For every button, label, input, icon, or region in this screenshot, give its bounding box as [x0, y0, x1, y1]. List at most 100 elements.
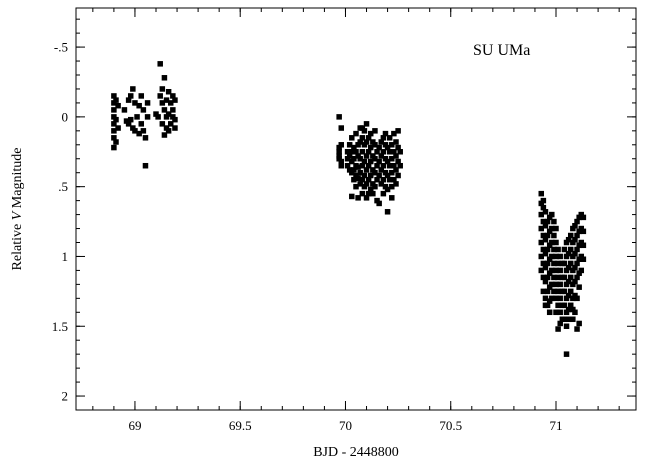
- data-point: [549, 253, 555, 260]
- data-point: [370, 181, 376, 187]
- data-point: [170, 114, 176, 120]
- data-point: [355, 142, 361, 148]
- data-point: [355, 195, 361, 201]
- data-point: [386, 135, 393, 141]
- data-point: [140, 128, 147, 134]
- data-point: [540, 232, 547, 239]
- chart-annotation: SU UMa: [473, 42, 530, 59]
- data-point: [111, 107, 117, 113]
- data-point: [111, 128, 117, 134]
- data-point: [365, 149, 372, 155]
- data-point: [549, 211, 555, 218]
- x-tick-label: 70.5: [439, 418, 462, 433]
- data-point: [393, 153, 399, 159]
- data-point: [393, 181, 399, 187]
- data-point: [565, 292, 572, 299]
- data-point: [578, 225, 585, 232]
- data-point: [111, 121, 117, 127]
- data-point: [355, 175, 361, 182]
- data-point: [351, 176, 357, 183]
- data-point: [557, 267, 563, 274]
- data-point: [132, 100, 138, 106]
- data-point: [376, 158, 382, 165]
- data-point: [344, 156, 351, 162]
- data-point: [540, 260, 547, 267]
- data-point: [561, 260, 568, 267]
- data-point: [372, 156, 378, 162]
- data-point: [136, 130, 142, 137]
- data-point: [351, 156, 357, 162]
- data-point: [167, 121, 174, 127]
- data-point: [555, 288, 561, 295]
- data-point: [140, 107, 147, 113]
- data-point: [570, 267, 576, 274]
- data-point: [386, 162, 393, 169]
- data-point: [393, 167, 399, 173]
- data-point: [125, 121, 132, 127]
- data-point: [540, 288, 547, 295]
- data-point: [578, 267, 585, 274]
- data-point: [542, 209, 549, 215]
- data-point: [165, 111, 172, 117]
- data-point: [115, 125, 121, 131]
- data-point: [551, 246, 557, 253]
- data-point: [563, 351, 570, 357]
- data-point: [546, 214, 553, 221]
- plot-frame: [75, 7, 637, 411]
- data-point: [380, 176, 387, 183]
- data-point: [551, 218, 557, 225]
- data-point: [544, 288, 551, 295]
- data-point: [553, 267, 559, 274]
- data-point: [357, 181, 363, 187]
- data-point: [563, 253, 570, 260]
- data-point: [374, 149, 380, 155]
- data-point: [363, 121, 370, 127]
- data-point: [365, 135, 372, 141]
- data-point: [349, 135, 355, 141]
- data-point: [338, 158, 345, 165]
- data-point: [565, 250, 572, 257]
- data-point: [167, 100, 174, 106]
- data-point: [557, 295, 563, 302]
- data-point: [363, 153, 370, 159]
- data-point: [367, 130, 374, 137]
- data-point: [574, 232, 580, 239]
- data-point: [580, 242, 587, 249]
- data-point: [570, 295, 576, 302]
- data-point: [113, 139, 119, 145]
- data-point: [386, 176, 393, 183]
- data-point: [365, 190, 372, 197]
- data-point: [376, 144, 382, 151]
- data-point: [159, 100, 166, 106]
- data-point: [380, 149, 387, 155]
- data-point: [353, 172, 359, 179]
- data-point: [359, 149, 366, 155]
- y-tick-label: .5: [58, 179, 68, 194]
- data-point: [563, 281, 570, 288]
- data-point: [570, 316, 576, 323]
- data-point: [336, 153, 342, 159]
- data-point: [336, 156, 342, 162]
- data-point: [130, 125, 136, 131]
- data-point: [365, 176, 372, 183]
- data-point: [163, 114, 170, 120]
- data-point: [113, 116, 119, 123]
- data-point: [540, 218, 547, 225]
- data-point: [136, 102, 142, 109]
- data-point: [376, 172, 382, 179]
- data-point: [382, 169, 389, 176]
- data-point: [544, 218, 551, 225]
- data-point: [542, 278, 549, 285]
- data-point: [349, 158, 355, 165]
- data-point: [372, 183, 378, 190]
- data-point: [576, 214, 582, 221]
- data-point: [546, 284, 553, 290]
- data-point: [344, 162, 351, 169]
- data-point: [163, 125, 170, 131]
- data-point: [542, 295, 549, 302]
- data-point: [395, 128, 401, 134]
- data-point: [172, 116, 178, 123]
- data-point: [367, 186, 374, 193]
- data-point: [546, 298, 553, 304]
